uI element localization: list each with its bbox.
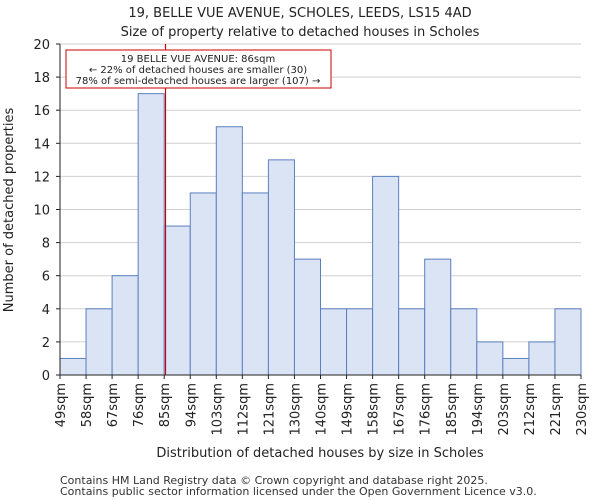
y-tick-label: 14 — [33, 137, 50, 152]
bar — [293, 258, 322, 376]
x-tick-label: 185sqm — [445, 383, 460, 436]
y-tick-label: 16 — [33, 104, 50, 119]
y-axis-label: Number of detached properties — [2, 108, 17, 313]
y-tick-label: 18 — [33, 71, 50, 86]
y-tick-label: 8 — [42, 237, 50, 252]
x-tick-label: 121sqm — [262, 383, 277, 436]
y-tick-label: 12 — [33, 170, 50, 185]
bar — [554, 308, 582, 376]
bar — [398, 308, 426, 376]
bar — [137, 93, 165, 376]
chart-subtitle: Size of property relative to detached ho… — [121, 25, 480, 40]
bar — [111, 275, 139, 376]
y-tick-label: 6 — [42, 270, 50, 285]
bar — [450, 308, 478, 376]
bar — [502, 357, 530, 376]
x-tick-label: 85sqm — [158, 383, 173, 427]
y-axis-ticks: 0 2 4 6 8 10 12 14 16 18 20 — [33, 38, 60, 384]
bar — [320, 308, 348, 376]
bar — [85, 308, 113, 376]
y-tick-label: 0 — [42, 369, 50, 384]
x-axis-ticks: 49sqm 58sqm 67sqm 76sqm 85sqm 94sqm 103sqm 112s… — [54, 375, 590, 436]
x-tick-label: 94sqm — [184, 383, 199, 427]
x-tick-label: 58sqm — [80, 383, 95, 427]
bar — [163, 225, 191, 376]
annotation-line-2: ← 22% of detached houses are smaller (30… — [89, 65, 307, 76]
x-tick-label: 49sqm — [54, 383, 69, 427]
bar — [346, 308, 374, 376]
annotation-box: 19 BELLE VUE AVENUE: 86sqm ← 22% of deta… — [65, 49, 332, 89]
x-tick-label: 221sqm — [549, 383, 564, 436]
bars — [59, 93, 582, 376]
annotation-line-1: 19 BELLE VUE AVENUE: 86sqm — [121, 54, 275, 65]
x-tick-label: 230sqm — [575, 383, 590, 436]
x-tick-label: 67sqm — [106, 383, 121, 427]
bar — [528, 341, 556, 376]
x-tick-label: 130sqm — [288, 383, 303, 436]
x-tick-label: 212sqm — [523, 383, 538, 436]
x-tick-label: 176sqm — [419, 383, 434, 436]
x-tick-label: 158sqm — [367, 383, 382, 436]
x-tick-label: 76sqm — [132, 383, 147, 427]
x-tick-label: 203sqm — [497, 383, 512, 436]
y-tick-label: 2 — [42, 336, 50, 351]
footer-line-2: Contains public sector information licen… — [60, 485, 537, 498]
bar — [241, 192, 269, 376]
y-tick-label: 20 — [33, 38, 50, 53]
x-tick-label: 112sqm — [236, 383, 251, 436]
bar — [424, 258, 452, 376]
bar — [372, 175, 400, 376]
annotation-line-3: 78% of semi-detached houses are larger (… — [76, 76, 321, 87]
bar — [476, 341, 504, 376]
x-axis-label: Distribution of detached houses by size … — [156, 446, 483, 461]
bar — [189, 192, 217, 376]
bar — [215, 126, 243, 376]
x-tick-label: 103sqm — [210, 383, 225, 436]
bar — [267, 159, 295, 376]
y-tick-label: 10 — [33, 204, 50, 219]
x-tick-label: 167sqm — [393, 383, 408, 436]
footer-line-1: Contains HM Land Registry data © Crown c… — [60, 474, 488, 487]
x-tick-label: 140sqm — [315, 383, 330, 436]
y-tick-label: 4 — [42, 303, 50, 318]
x-tick-label: 149sqm — [341, 383, 356, 436]
bar — [59, 357, 87, 376]
chart-title: 19, BELLE VUE AVENUE, SCHOLES, LEEDS, LS… — [128, 6, 471, 21]
x-tick-label: 194sqm — [471, 383, 486, 436]
